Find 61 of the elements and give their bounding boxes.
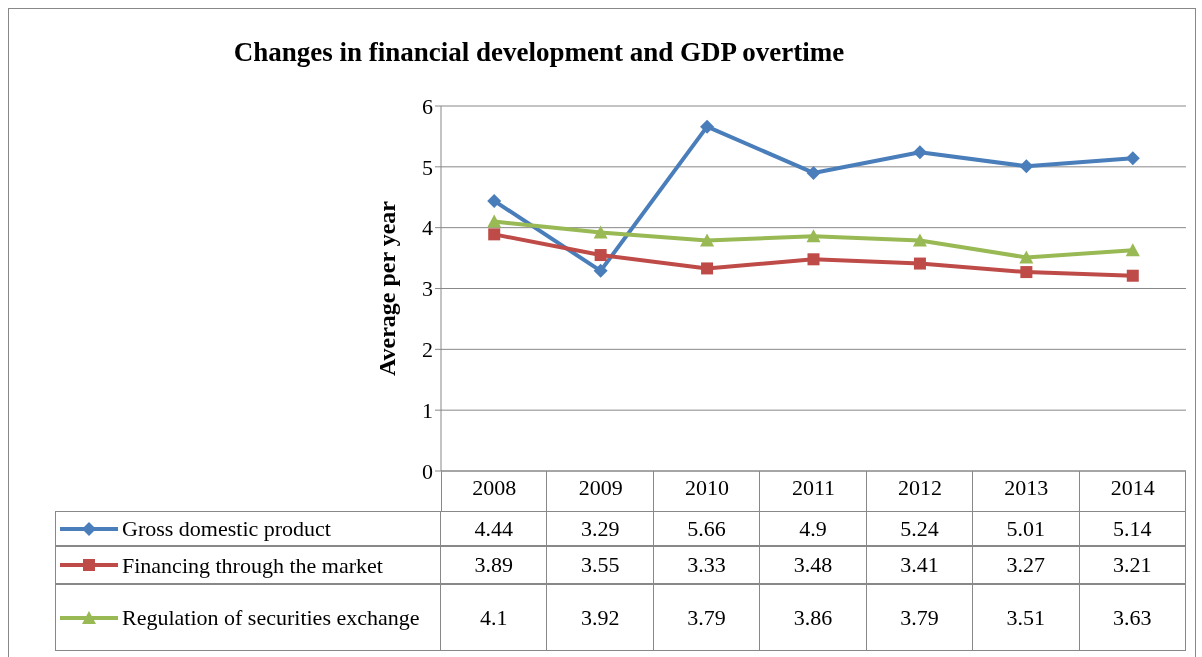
data-label: 3.33 <box>653 547 761 583</box>
point <box>807 253 820 266</box>
y-tick-label: 5 <box>422 154 433 180</box>
data-label: 4.9 <box>760 512 867 545</box>
point <box>912 145 927 160</box>
point <box>487 214 502 228</box>
point <box>912 233 927 247</box>
data-label: 3.63 <box>1079 585 1186 650</box>
point <box>488 228 501 241</box>
data-label: 3.79 <box>653 585 761 650</box>
x-tick-label: 2009 <box>578 474 623 500</box>
data-label: 3.21 <box>1079 547 1186 583</box>
data-label: 5.14 <box>1079 512 1186 545</box>
point <box>701 262 714 275</box>
data-label: 3.79 <box>866 585 974 650</box>
y-tick-label: 6 <box>422 93 433 119</box>
x-tick-label: 2011 <box>791 474 836 500</box>
data-label: 3.41 <box>866 547 974 583</box>
data-label: 3.48 <box>760 547 867 583</box>
point <box>594 249 607 262</box>
legend-label: Regulation of securities exchange <box>122 604 420 632</box>
data-label: 3.89 <box>441 547 548 583</box>
data-label: 3.51 <box>973 585 1080 650</box>
data-label: 3.92 <box>547 585 654 650</box>
point <box>593 263 608 278</box>
data-label: 5.66 <box>653 512 761 545</box>
legend-label: Gross domestic product <box>122 515 331 543</box>
point <box>913 257 926 270</box>
y-tick-label: 4 <box>422 215 433 241</box>
x-tick-label: 2012 <box>897 474 942 500</box>
y-tick-label: 3 <box>422 276 433 302</box>
point <box>806 229 821 243</box>
data-label: 3.55 <box>547 547 654 583</box>
point <box>700 233 715 247</box>
point <box>1125 243 1140 257</box>
data-label: 5.01 <box>973 512 1080 545</box>
point <box>1019 159 1034 174</box>
data-label: 4.1 <box>441 585 548 650</box>
point <box>1020 266 1033 279</box>
y-tick-label: 0 <box>422 458 433 484</box>
data-label: 4.44 <box>441 512 548 545</box>
chart-title: Changes in financial development and GDP overtime <box>232 37 846 68</box>
point <box>487 193 502 208</box>
x-tick-label: 2014 <box>1110 474 1155 500</box>
x-tick-label: 2008 <box>472 474 517 500</box>
point <box>806 165 821 180</box>
point <box>700 119 715 134</box>
data-label: 3.29 <box>547 512 654 545</box>
data-label: 3.27 <box>973 547 1080 583</box>
point <box>1019 250 1034 264</box>
x-tick-label: 2010 <box>685 474 730 500</box>
data-label: 5.24 <box>866 512 974 545</box>
y-tick-label: 1 <box>422 397 433 423</box>
y-tick-label: 2 <box>422 337 433 363</box>
point <box>1126 269 1139 282</box>
y-axis-title: Average per year <box>373 200 400 377</box>
data-label: 3.86 <box>760 585 867 650</box>
legend-label: Financing through the market <box>122 551 383 580</box>
point <box>593 225 608 239</box>
point <box>1125 151 1140 166</box>
x-tick-label: 2013 <box>1004 474 1049 500</box>
